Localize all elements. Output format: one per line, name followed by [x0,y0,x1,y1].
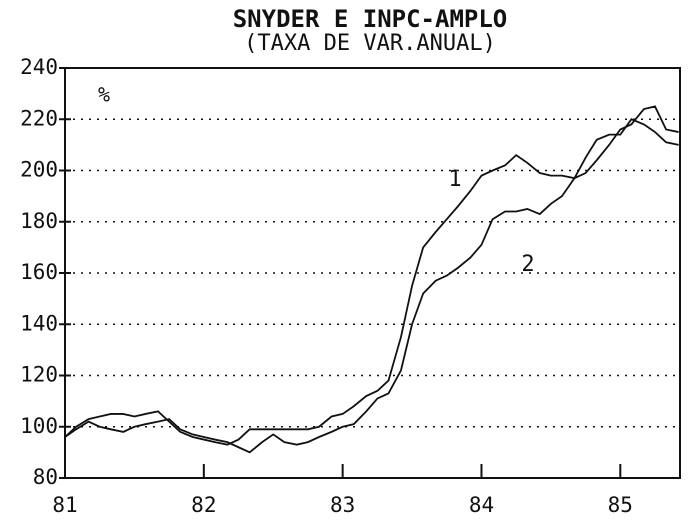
y-tick-label: 160 [20,260,58,284]
y-tick-label: 180 [20,209,58,233]
annotation: 1 [448,167,461,192]
x-tick-label: 82 [191,493,216,517]
chart-subtitle: (TAXA DE VAR.ANUAL) [244,31,496,56]
y-tick-label: 80 [33,465,58,489]
plot-frame [64,67,681,479]
x-tick-label: 81 [52,493,77,517]
y-tick-label: 240 [20,55,58,79]
y-tick-label: 200 [20,158,58,182]
annotation: 2 [521,252,534,277]
x-tick-label: 84 [469,493,494,517]
series-line [64,118,679,454]
y-axis-label: % [98,83,110,107]
y-tick-label: 220 [20,106,58,130]
chart-title: SNYDER E INPC-AMPLO [233,5,508,33]
y-tick-label: 120 [20,363,58,387]
x-tick-label: 83 [330,493,355,517]
x-tick-label: 85 [608,493,633,517]
y-tick-label: 100 [20,414,58,438]
y-tick-label: 140 [20,311,58,335]
